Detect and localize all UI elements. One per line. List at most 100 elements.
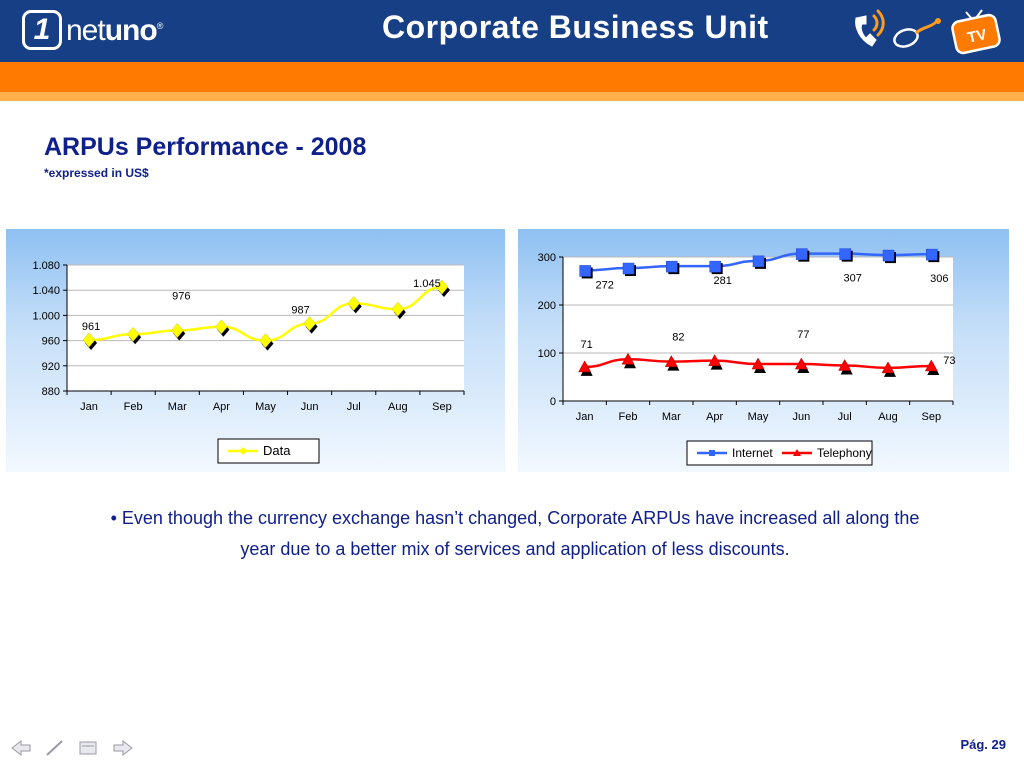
service-icons: TV: [855, 9, 1001, 55]
y-tick-label: 100: [538, 348, 556, 360]
data-point-data-jun: [303, 316, 318, 334]
x-tick-label: Jun: [301, 401, 319, 413]
tv-icon: TV: [951, 9, 1001, 55]
data-point-internet-may: [752, 255, 766, 269]
page-number: Pág. 29: [960, 737, 1006, 752]
y-tick-label: 960: [42, 336, 60, 348]
legend-swatch-marker: [239, 447, 247, 455]
page-subtitle: *expressed in US$: [44, 166, 149, 180]
x-tick-label: Jan: [576, 411, 594, 423]
pen-icon[interactable]: [46, 740, 63, 756]
x-tick-label: Sep: [922, 411, 942, 423]
arpu-data-chart: 880 920 960 1.000 1.040 1.080 Jan Feb Mar Apr May J…: [32, 260, 465, 464]
data-label: 307: [843, 273, 861, 285]
data-point-data-apr: [215, 319, 230, 337]
legend-item-internet: Internet: [697, 446, 773, 460]
x-tick-label: Jan: [80, 401, 98, 413]
legend: Data: [217, 438, 320, 464]
page-title: ARPUs Performance - 2008: [44, 133, 367, 161]
data-label: 82: [672, 332, 684, 344]
data-label: 272: [595, 279, 613, 291]
header-orange-stripe: [0, 92, 1024, 101]
netuno-logo: 1 netuno®: [22, 10, 182, 52]
legend-swatch-marker: [793, 449, 801, 456]
bullet-paragraph: • Even though the currency exchange hasn…: [100, 503, 930, 565]
data-label: 71: [581, 339, 593, 351]
data-label: 976: [172, 291, 190, 303]
legend-item-telephony: Telephony: [782, 446, 872, 460]
header-title: Corporate Business Unit: [382, 9, 769, 45]
legend-label: Telephony: [817, 446, 872, 460]
bullet-marker: •: [110, 508, 117, 528]
x-tick-label: Sep: [432, 401, 452, 413]
series-telephony: [578, 352, 940, 377]
phone-icon: [855, 9, 885, 47]
y-tick-label: 200: [538, 300, 556, 312]
data-point-data-aug: [391, 301, 406, 320]
series-data: [82, 279, 450, 351]
data-point-internet-jun: [796, 248, 810, 262]
slide-navigation: [11, 739, 133, 757]
x-tick-label: May: [255, 401, 276, 413]
y-tick-label: 1.040: [32, 285, 60, 297]
data-point-data-may: [259, 333, 274, 351]
data-point-data-jan: [82, 332, 98, 350]
x-tick-label: Aug: [388, 401, 408, 413]
chart-panel-right: 0 100 200 300 Jan Feb Mar Apr May Jun Jul Aug Sep 272…: [518, 229, 1009, 472]
menu-icon[interactable]: [79, 741, 97, 755]
legend-item-data: Data: [228, 443, 291, 458]
data-point-telephony-jun: [794, 357, 810, 374]
data-point-internet-jul: [839, 248, 853, 262]
data-label: 1.045: [413, 278, 441, 290]
data-point-internet-sep: [926, 248, 940, 263]
data-point-internet-aug: [882, 249, 896, 264]
plot-area: [67, 265, 464, 391]
x-tick-label: Apr: [213, 401, 230, 413]
data-label: 961: [82, 321, 100, 333]
x-tick-label: Mar: [662, 411, 681, 423]
logo-registered-mark: ®: [156, 21, 164, 31]
forward-arrow-icon[interactable]: [113, 739, 133, 757]
data-point-telephony-may: [751, 357, 766, 374]
data-point-data-sep: [435, 279, 450, 298]
data-point-data-feb: [126, 326, 142, 345]
y-tick-label: 0: [550, 396, 556, 408]
data-point-telephony-sep: [924, 359, 940, 375]
plot-area: [563, 257, 953, 401]
y-tick-label: 1.080: [32, 260, 60, 272]
data-point-internet-apr: [709, 260, 723, 275]
logo-wordmark: netuno®: [66, 14, 164, 48]
logo-one-badge: 1: [22, 10, 62, 50]
data-label: 987: [291, 305, 309, 317]
legend-label: Internet: [732, 446, 773, 460]
x-tick-label: Feb: [124, 401, 143, 413]
data-point-telephony-mar: [664, 355, 680, 371]
data-point-telephony-jul: [838, 358, 853, 375]
legend: Internet Telephony: [686, 440, 873, 466]
y-tick-label: 1.000: [32, 310, 60, 322]
y-tick-label: 920: [42, 361, 60, 373]
back-arrow-icon[interactable]: [11, 739, 31, 757]
data-point-internet-jan: [579, 265, 593, 279]
x-tick-label: Apr: [706, 411, 723, 423]
data-label: 306: [930, 273, 948, 285]
x-tick-label: Feb: [619, 411, 638, 423]
tv-icon-label: TV: [966, 26, 988, 47]
logo-net: net: [66, 14, 106, 47]
header-orange-band: [0, 62, 1024, 95]
data-point-telephony-feb: [621, 352, 636, 369]
mouse-icon: [893, 18, 941, 48]
x-tick-label: May: [748, 411, 769, 423]
x-tick-label: Jun: [792, 411, 810, 423]
data-label: 73: [943, 355, 955, 367]
series-internet: [579, 248, 940, 279]
data-point-internet-feb: [622, 262, 636, 277]
y-tick-label: 300: [538, 252, 556, 264]
data-label: 281: [713, 275, 731, 287]
x-tick-label: Jul: [347, 401, 361, 413]
arpu-internet-telephony-chart: 0 100 200 300 Jan Feb Mar Apr May Jun Jul Aug Sep 272…: [538, 248, 955, 466]
data-point-telephony-aug: [881, 361, 896, 377]
bullet-text: Even though the currency exchange hasn’t…: [121, 508, 920, 559]
data-point-telephony-jan: [578, 360, 593, 376]
data-label: 77: [797, 329, 809, 341]
